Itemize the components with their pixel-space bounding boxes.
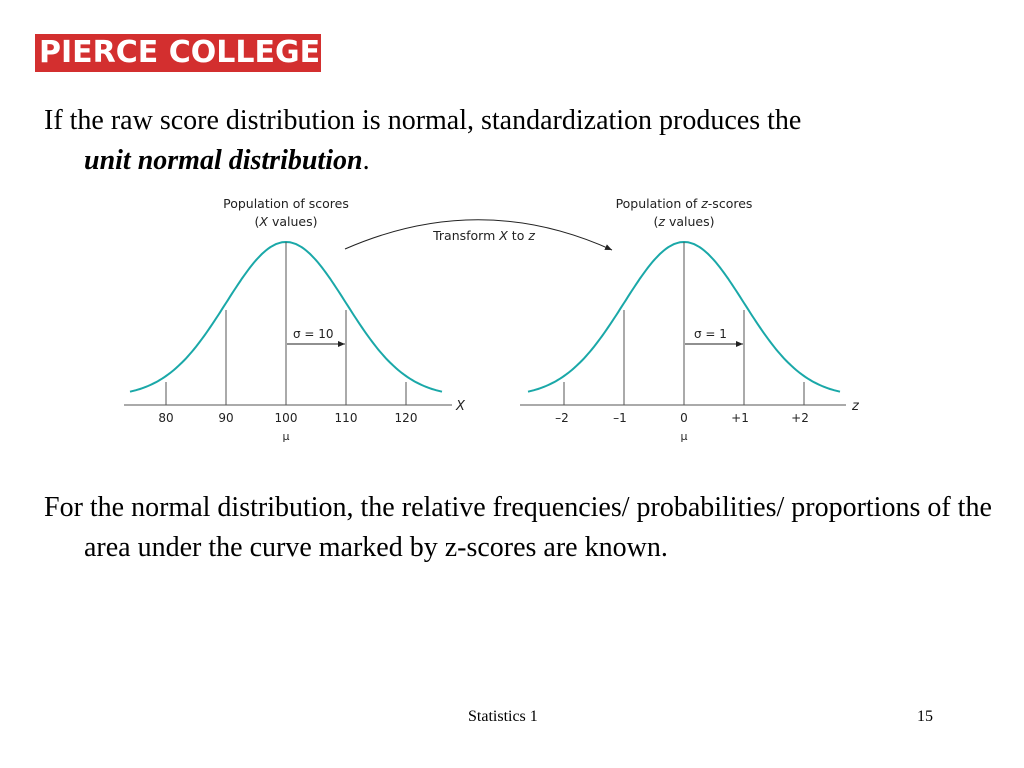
right-title-var: z [700,196,708,211]
left-distribution: Population of scores (X values) σ = 10 X… [124,196,466,443]
paragraph-relative-frequencies: For the normal distribution, the relativ… [44,492,992,563]
page-number: 15 [917,708,933,725]
right-distribution: Population of z-scores (z values) σ = 1 … [520,196,860,443]
left-sigma-label: σ = 10 [293,327,334,341]
left-tick-80: 80 [158,411,173,425]
right-tick-0: 0 [680,411,688,425]
transform-x: X [498,228,508,243]
transform-label: Transform X to z [432,228,535,243]
left-mu: μ [283,430,290,443]
left-title-var: X [258,214,268,229]
right-title-pre: Population of [616,196,702,211]
right-title-line2: (z values) [654,214,715,229]
transform-z: z [527,228,535,243]
left-title-line2: (X values) [255,214,318,229]
transform-arc [344,219,613,251]
transform-arrow: Transform X to z [344,219,613,251]
right-tick-m2: –2 [555,411,569,425]
left-axis-var: X [455,399,466,414]
right-title2-var: z [657,214,665,229]
footer-title: Statistics 1 [468,708,538,725]
right-axis-var: z [851,399,860,414]
left-title-line1: Population of scores [223,196,349,211]
right-sigma-label: σ = 1 [694,327,727,341]
logo-text: PIERCE COLLEGE [35,34,321,72]
paragraph1-emphasis: unit normal distribution [84,145,363,176]
right-title-line1: Population of z-scores [616,196,753,211]
left-tick-110: 110 [335,411,358,425]
paragraph1-text: If the raw score distribution is normal,… [44,105,802,136]
right-mu: μ [681,430,688,443]
right-title-post: -scores [708,196,753,211]
left-tick-90: 90 [218,411,233,425]
paragraph1-end: . [362,145,370,176]
right-tick-p2: +2 [791,411,809,425]
right-tick-m1: –1 [613,411,627,425]
right-tick-p1: +1 [731,411,749,425]
transform-pre: Transform [432,228,499,243]
right-title2-rest: values) [665,214,715,229]
left-title-rest: values) [268,214,318,229]
left-tick-120: 120 [395,411,418,425]
transform-mid: to [508,228,529,243]
paragraph-unit-normal: If the raw score distribution is normal,… [44,101,1014,181]
left-tick-100: 100 [275,411,298,425]
